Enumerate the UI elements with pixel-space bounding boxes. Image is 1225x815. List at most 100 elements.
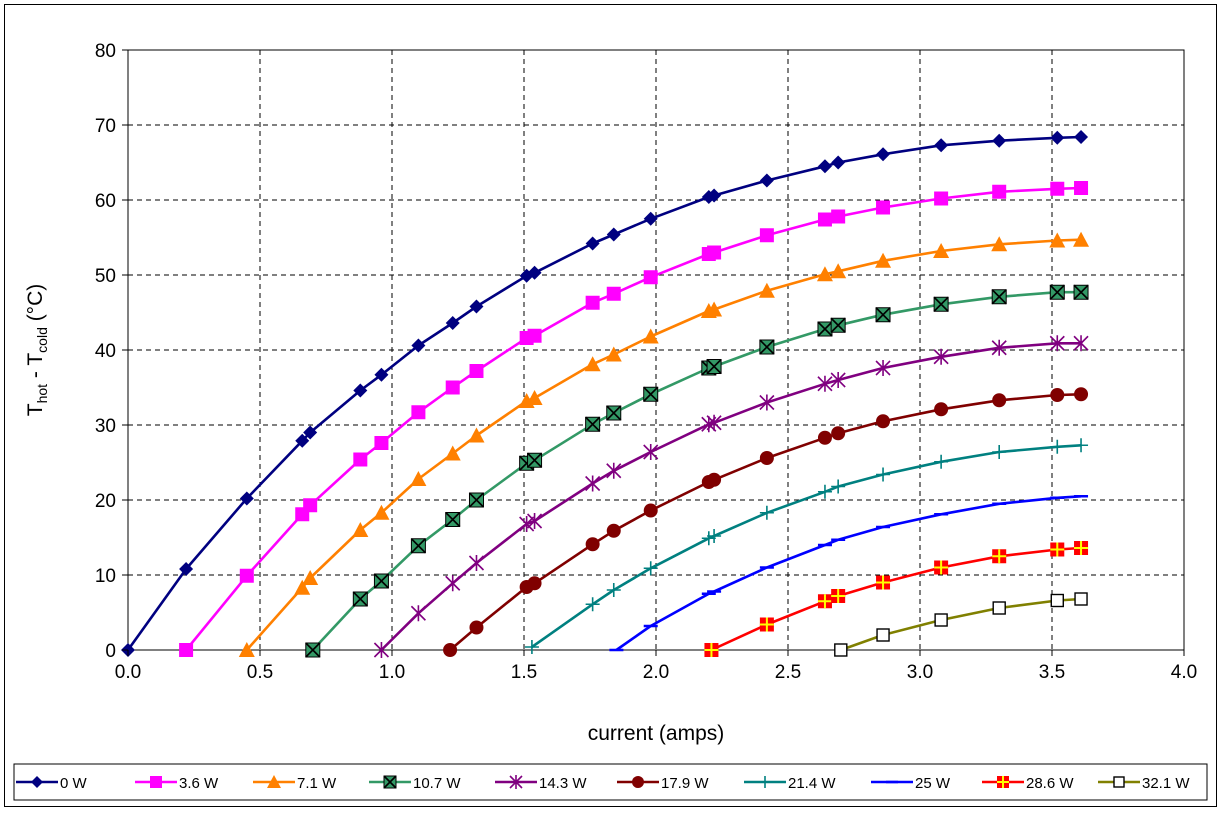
data-point-square bbox=[876, 200, 891, 215]
data-point-x-square bbox=[468, 492, 485, 508]
data-point-star bbox=[830, 372, 846, 388]
legend-label: 0 W bbox=[60, 775, 88, 792]
data-point-triangle bbox=[410, 471, 427, 486]
data-point-circle bbox=[606, 523, 621, 538]
data-point-star bbox=[991, 339, 1007, 356]
data-point-triangle bbox=[706, 301, 723, 317]
data-point-triangle bbox=[302, 570, 319, 585]
y-tick-label: 30 bbox=[95, 416, 116, 437]
data-point-diamond bbox=[295, 433, 310, 448]
data-point-circle bbox=[831, 426, 846, 441]
data-point-circle bbox=[643, 503, 658, 518]
legend-label: 10.7 W bbox=[413, 775, 461, 792]
data-point-triangle bbox=[991, 236, 1008, 252]
data-point-square bbox=[469, 364, 484, 378]
data-point-square bbox=[707, 245, 722, 260]
data-point-star bbox=[1049, 335, 1065, 352]
data-point-triangle bbox=[758, 282, 775, 298]
y-tick-label: 0 bbox=[105, 641, 116, 662]
data-point-triangle bbox=[830, 263, 847, 279]
y-axis-title-subscript: hot bbox=[34, 384, 50, 404]
data-point-diamond bbox=[374, 367, 389, 382]
data-point-plus-square bbox=[992, 549, 1007, 564]
data-point-x-square bbox=[585, 416, 601, 432]
data-point-x-square bbox=[830, 317, 846, 333]
data-point-square bbox=[150, 776, 162, 788]
data-point-diamond bbox=[934, 138, 949, 153]
data-point-plus bbox=[934, 454, 949, 469]
data-point-plus-square bbox=[876, 575, 891, 590]
data-point-diamond bbox=[992, 133, 1007, 148]
data-point-square bbox=[1050, 181, 1065, 196]
data-point-triangle bbox=[642, 328, 659, 344]
data-point-square bbox=[585, 295, 600, 310]
data-point-square bbox=[817, 212, 832, 227]
data-point-star bbox=[468, 555, 485, 571]
data-point-diamond bbox=[445, 316, 460, 330]
data-point-circle bbox=[876, 414, 891, 429]
data-point-square bbox=[374, 436, 389, 450]
data-point-diamond bbox=[179, 562, 194, 576]
legend-item: 21.4 W bbox=[744, 775, 836, 792]
data-point-star bbox=[410, 605, 426, 622]
y-axis-title-part: T bbox=[24, 403, 47, 416]
data-point-star bbox=[373, 642, 390, 658]
data-point-star bbox=[509, 775, 523, 789]
y-tick-label: 50 bbox=[95, 266, 116, 287]
data-point-circle bbox=[992, 393, 1007, 408]
y-axis-title-part: (°C) bbox=[24, 284, 47, 327]
data-point-diamond bbox=[585, 236, 600, 251]
data-point-circle bbox=[759, 451, 774, 465]
y-tick-label: 70 bbox=[95, 116, 116, 137]
series-line bbox=[380, 342, 1081, 651]
data-point-plus bbox=[585, 597, 600, 612]
data-point-diamond bbox=[707, 188, 722, 203]
legend-item: 17.9 W bbox=[617, 775, 709, 792]
y-axis-title-subscript: cold bbox=[34, 327, 50, 353]
data-point-plus bbox=[759, 776, 771, 788]
data-point-x-square bbox=[1049, 284, 1065, 300]
data-point-circle bbox=[817, 430, 832, 445]
data-point-plus-square bbox=[817, 594, 832, 609]
data-point-diamond bbox=[239, 491, 254, 506]
series-28-6-w bbox=[704, 541, 1089, 657]
data-point-square bbox=[353, 452, 368, 467]
data-point-x-square bbox=[643, 386, 659, 402]
data-point-square bbox=[643, 270, 658, 285]
data-point-x-square bbox=[706, 358, 722, 375]
data-point-triangle bbox=[875, 252, 892, 268]
data-point-star bbox=[759, 394, 775, 411]
legend-item: 14.3 W bbox=[495, 775, 587, 792]
data-point-triangle bbox=[373, 504, 390, 520]
data-point-star bbox=[606, 462, 622, 479]
x-tick-label: 2.5 bbox=[775, 662, 801, 683]
data-point-x-square bbox=[991, 289, 1007, 305]
data-point-diamond bbox=[606, 227, 621, 242]
data-point-open-square bbox=[1074, 592, 1088, 606]
x-tick-label: 1.0 bbox=[379, 662, 405, 683]
data-point-x-square bbox=[383, 775, 397, 789]
series-layer bbox=[121, 130, 1090, 658]
legend-item: 10.7 W bbox=[369, 775, 461, 792]
data-point-plus bbox=[1050, 439, 1065, 454]
data-point-star bbox=[585, 475, 601, 492]
legend: 0 W 3.6 W 7.1 W 10.7 W 14.3 W 17.9 W 21.4 W 25 … bbox=[13, 763, 1208, 801]
data-point-plus bbox=[759, 505, 774, 520]
data-point-diamond bbox=[876, 147, 891, 162]
data-point-triangle bbox=[294, 579, 311, 595]
data-point-x-square bbox=[373, 573, 390, 589]
data-point-plus-square bbox=[759, 617, 774, 632]
data-point-diamond bbox=[1074, 130, 1089, 144]
data-point-square bbox=[759, 228, 774, 243]
data-point-triangle bbox=[352, 522, 369, 537]
legend-label: 7.1 W bbox=[297, 775, 337, 792]
data-point-triangle bbox=[468, 427, 485, 443]
data-point-open-square bbox=[992, 601, 1006, 615]
data-point-square bbox=[445, 380, 460, 395]
data-point-plus bbox=[524, 640, 539, 654]
data-point-star bbox=[526, 513, 543, 529]
data-point-circle bbox=[707, 472, 722, 487]
x-tick-label: 2.0 bbox=[643, 662, 669, 683]
data-point-square bbox=[831, 209, 846, 224]
